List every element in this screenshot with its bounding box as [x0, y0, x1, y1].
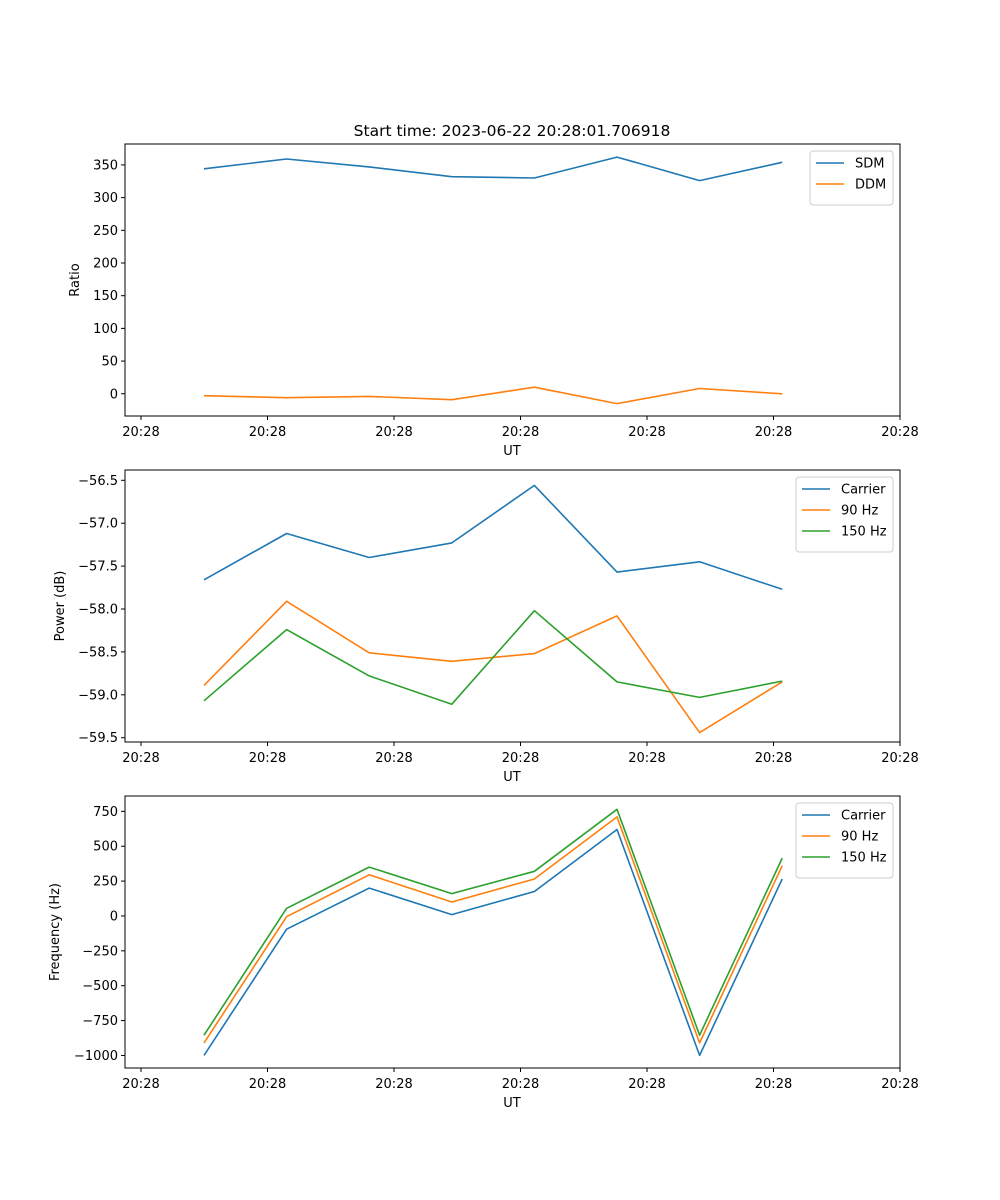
- plot-frame: [124, 143, 901, 417]
- legend-entry: 90 Hz: [841, 830, 878, 845]
- series-line-sdm: [203, 156, 783, 182]
- legend-entry: 150 Hz: [841, 525, 887, 540]
- x-tick-label: 20:28: [881, 425, 918, 440]
- y-tick-label: 0: [110, 909, 118, 924]
- x-tick-label: 20:28: [375, 751, 412, 766]
- y-tick-label: −57.0: [78, 517, 118, 532]
- legend-entry: SDM: [855, 157, 884, 172]
- y-tick-label: −59.0: [78, 688, 118, 703]
- series-line-90-hz: [203, 816, 783, 1044]
- x-axis-label: UT: [503, 1096, 521, 1111]
- series-line-carrier: [203, 828, 783, 1057]
- x-tick-label: 20:28: [375, 425, 412, 440]
- legend-entry: Carrier: [841, 809, 886, 824]
- x-tick-label: 20:28: [755, 751, 792, 766]
- x-tick-label: 20:28: [628, 425, 665, 440]
- legend-entry: 150 Hz: [841, 851, 887, 866]
- legend: Carrier 90 Hz 150 Hz: [795, 802, 894, 879]
- legend-entry: 90 Hz: [841, 504, 878, 519]
- y-tick-label: 50: [101, 355, 118, 370]
- x-tick-label: 20:28: [755, 1077, 792, 1092]
- series-lines: [203, 484, 783, 734]
- x-tick-label: 20:28: [628, 1077, 665, 1092]
- chart-panel-2: −56.5 −57.0 −57.5 −58.0 −58.5 −59.0 −59.5 20:28…: [53, 469, 919, 785]
- y-tick-label: −56.5: [78, 474, 118, 489]
- x-tick-label: 20:28: [881, 1077, 918, 1092]
- y-tick-label: 250: [93, 875, 118, 890]
- x-tick-label: 20:28: [122, 1077, 159, 1092]
- y-tick-label: −250: [82, 944, 118, 959]
- legend-box: [795, 476, 894, 553]
- y-axis-label: Ratio: [68, 263, 83, 296]
- x-tick-label: 20:28: [881, 751, 918, 766]
- x-tick-label: 20:28: [122, 751, 159, 766]
- y-tick-label: −58.5: [78, 645, 118, 660]
- plot-frame: [124, 469, 901, 743]
- y-tick-label: 100: [93, 322, 118, 337]
- x-tick-label: 20:28: [628, 751, 665, 766]
- y-tick-label: −1000: [74, 1049, 118, 1064]
- legend-entry: Carrier: [841, 483, 886, 498]
- plot-frame: [124, 795, 901, 1069]
- x-axis-label: UT: [503, 770, 521, 785]
- legend: Carrier 90 Hz 150 Hz: [795, 476, 894, 553]
- legend-entry: DDM: [855, 178, 886, 193]
- y-tick-label: 0: [110, 387, 118, 402]
- series-lines: [203, 156, 783, 405]
- y-tick-label: 200: [93, 257, 118, 272]
- y-tick-label: −500: [82, 979, 118, 994]
- x-tick-label: 20:28: [249, 425, 286, 440]
- x-axis-label: UT: [503, 444, 521, 459]
- y-axis-label: Power (dB): [53, 571, 68, 642]
- y-tick-label: 250: [93, 224, 118, 239]
- chart-panels: 0 50 100 150 200 250 300 350 20:28 20:28 20:28 20:2…: [48, 143, 919, 1111]
- series-line-150-hz: [203, 609, 783, 706]
- series-line-150-hz: [203, 808, 783, 1036]
- chart-panel-3: 750 500 250 0 −250 −500 −750 −1000 20:28 20:28 20:…: [48, 795, 919, 1111]
- y-tick-label: 500: [93, 840, 118, 855]
- y-tick-label: 150: [93, 289, 118, 304]
- y-tick-label: 750: [93, 805, 118, 820]
- y-tick-label: −59.5: [78, 731, 118, 746]
- legend: SDM DDM: [809, 150, 894, 206]
- legend-box: [809, 150, 894, 206]
- legend-box: [795, 802, 894, 879]
- x-tick-label: 20:28: [502, 1077, 539, 1092]
- x-tick-label: 20:28: [122, 425, 159, 440]
- x-tick-label: 20:28: [249, 1077, 286, 1092]
- series-line-carrier: [203, 484, 783, 591]
- series-line-ddm: [203, 386, 783, 405]
- series-lines: [203, 808, 783, 1057]
- series-line-90-hz: [203, 600, 783, 734]
- y-tick-label: −58.0: [78, 603, 118, 618]
- chart-panel-1: 0 50 100 150 200 250 300 350 20:28 20:28 20:28 20:2…: [68, 143, 919, 459]
- y-tick-label: −750: [82, 1014, 118, 1029]
- chart-title: Start time: 2023-06-22 20:28:01.706918: [354, 122, 671, 140]
- y-axis-label: Frequency (Hz): [48, 883, 63, 981]
- y-tick-label: 300: [93, 191, 118, 206]
- y-tick-label: −57.5: [78, 560, 118, 575]
- x-tick-label: 20:28: [375, 1077, 412, 1092]
- x-tick-label: 20:28: [502, 751, 539, 766]
- x-tick-label: 20:28: [502, 425, 539, 440]
- y-tick-label: 350: [93, 158, 118, 173]
- x-tick-label: 20:28: [249, 751, 286, 766]
- x-tick-label: 20:28: [755, 425, 792, 440]
